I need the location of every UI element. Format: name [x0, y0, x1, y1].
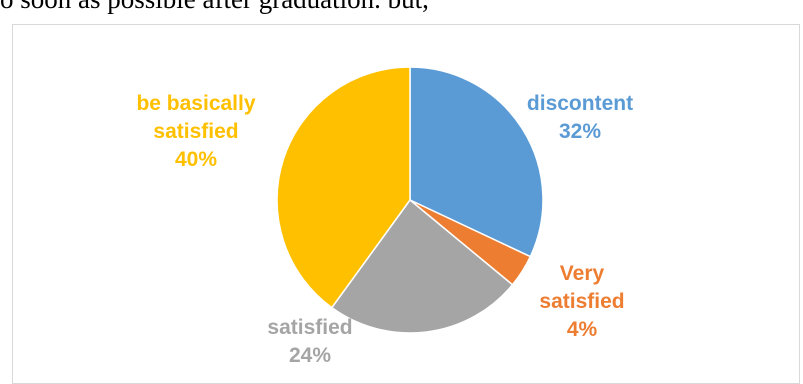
pie-slice-discontent [409, 66, 544, 258]
document-text-line: o soon as possible after graduation. but… [0, 0, 429, 15]
data-label-be-basically-satisfied: be basically satisfied 40% [136, 92, 255, 171]
data-label-discontent: discontent 32% [527, 92, 633, 143]
data-label-very-satisfied: Very satisfied 4% [539, 262, 624, 341]
data-label-satisfied: satisfied 24% [267, 316, 352, 367]
pie-slice-be-basically-satisfied [276, 66, 411, 309]
pie-slice-satisfied [330, 198, 514, 334]
pie-chart: discontent 32% Very satisfied 4% satisfied 24%… [136, 66, 633, 367]
